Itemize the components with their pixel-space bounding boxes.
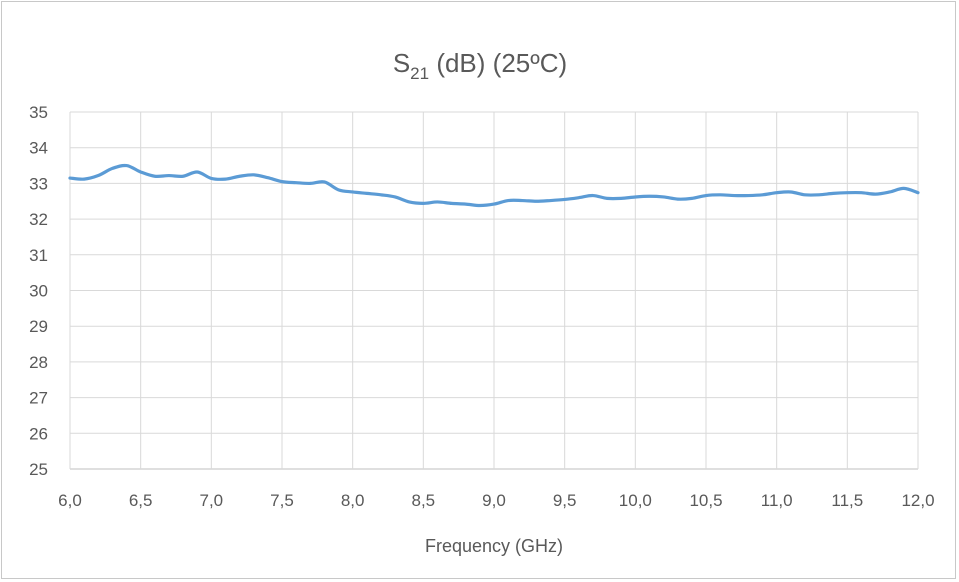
y-tick-label: 34 xyxy=(29,139,48,158)
y-tick-label: 26 xyxy=(29,424,48,443)
chart-title: S21 (dB) (25ºC) xyxy=(393,48,567,83)
y-axis-ticks: 25 26 27 28 29 30 31 32 33 34 35 xyxy=(29,103,48,479)
x-tick-label: 6,5 xyxy=(129,491,153,510)
y-tick-label: 28 xyxy=(29,353,48,372)
x-tick-label: 7,0 xyxy=(200,491,224,510)
y-tick-label: 30 xyxy=(29,282,48,301)
x-tick-label: 7,5 xyxy=(270,491,294,510)
x-tick-label: 6,0 xyxy=(58,491,82,510)
x-tick-label: 10,0 xyxy=(619,491,652,510)
y-tick-label: 25 xyxy=(29,460,48,479)
x-tick-label: 8,0 xyxy=(341,491,365,510)
y-tick-label: 32 xyxy=(29,210,48,229)
x-tick-label: 10,5 xyxy=(689,491,722,510)
y-tick-label: 35 xyxy=(29,103,48,122)
y-tick-label: 33 xyxy=(29,174,48,193)
y-tick-label: 29 xyxy=(29,317,48,336)
x-tick-label: 11,0 xyxy=(761,491,793,510)
y-tick-label: 27 xyxy=(29,389,48,408)
x-axis-label: Frequency (GHz) xyxy=(425,536,563,556)
series-lines xyxy=(68,163,920,208)
y-tick-label: 31 xyxy=(29,246,48,265)
x-tick-label: 12,0 xyxy=(901,491,934,510)
x-tick-label: 8,5 xyxy=(412,491,436,510)
x-tick-label: 9,0 xyxy=(482,491,506,510)
x-tick-label: 9,5 xyxy=(553,491,577,510)
series-line-0 xyxy=(68,163,920,208)
x-tick-label: 11,5 xyxy=(831,491,863,510)
grid-lines xyxy=(69,111,919,470)
x-axis-ticks: 6,0 6,5 7,0 7,5 8,0 8,5 9,0 9,5 10,0 10,5 11,0 11,5… xyxy=(58,491,934,510)
